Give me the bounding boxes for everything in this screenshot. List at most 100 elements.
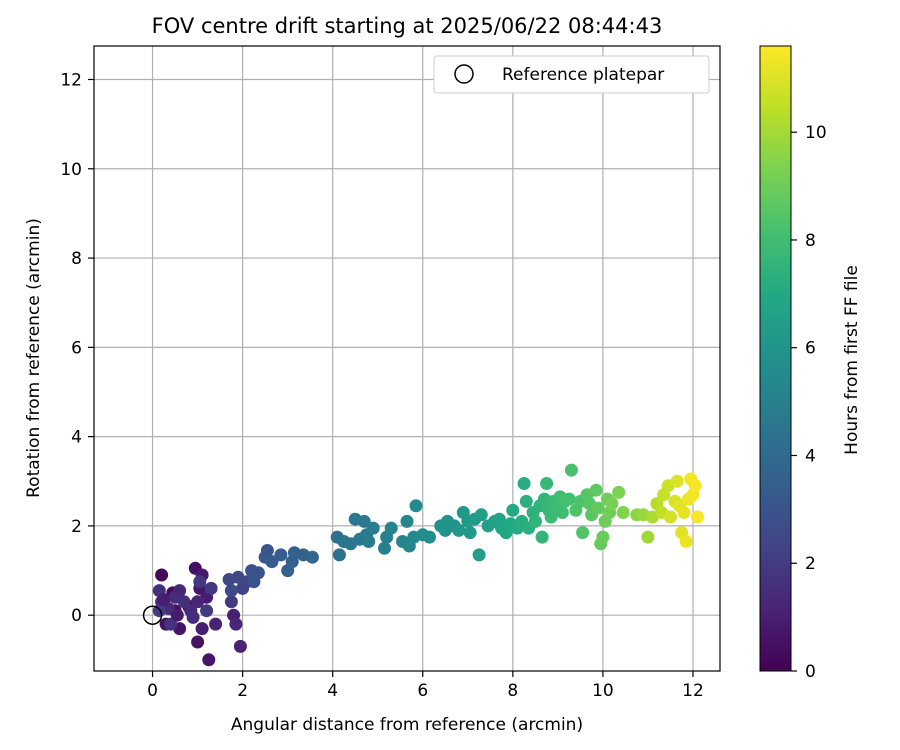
data-point [362, 535, 376, 548]
data-point [564, 463, 578, 477]
data-point [677, 506, 691, 519]
x-tick-label: 4 [327, 681, 338, 701]
data-point [173, 584, 187, 598]
data-point [688, 479, 702, 493]
colorbar-gradient [759, 45, 792, 672]
data-point [400, 514, 414, 528]
colorbar-tick-label: 8 [805, 231, 816, 251]
data-point [209, 617, 223, 631]
y-tick-label: 8 [71, 249, 82, 269]
x-tick-label: 12 [682, 681, 704, 701]
data-point [155, 568, 169, 582]
data-point [195, 622, 209, 636]
data-point [691, 510, 704, 524]
data-point [535, 530, 549, 544]
colorbar-tick-label: 0 [805, 662, 816, 682]
colorbar-tick-label: 10 [805, 123, 827, 143]
data-point [200, 604, 214, 618]
colorbar-tick-label: 4 [805, 446, 816, 466]
data-point [274, 548, 288, 562]
data-point [612, 485, 626, 499]
data-point [463, 526, 477, 540]
legend-box [433, 55, 710, 94]
data-point [170, 608, 184, 622]
data-point [191, 635, 205, 649]
y-tick-label: 4 [71, 428, 82, 448]
y-axis-ticks: 0 2 4 6 8 10 12 [60, 70, 94, 626]
data-point [224, 595, 238, 609]
data-point [506, 503, 520, 517]
data-point [670, 474, 684, 488]
data-point [544, 510, 558, 524]
colorbar-label: Hours from first FF file [842, 265, 862, 455]
data-point [332, 548, 346, 562]
data-point [193, 575, 207, 589]
x-tick-label: 8 [507, 681, 518, 701]
x-tick-label: 10 [592, 681, 614, 701]
x-tick-label: 0 [147, 681, 158, 701]
reference-platepar-marker [142, 605, 163, 625]
data-point [233, 639, 247, 653]
data-point [562, 492, 576, 506]
data-point [679, 535, 693, 548]
data-point [157, 593, 171, 607]
data-point [540, 477, 554, 490]
data-point [378, 541, 391, 555]
colorbar: 0 2 4 6 8 10 Hours from first FF file [759, 45, 862, 682]
data-point [555, 506, 569, 519]
x-tick-label: 6 [417, 681, 428, 701]
data-points [152, 463, 704, 667]
data-point [247, 575, 261, 589]
data-point [224, 584, 238, 598]
data-point [357, 514, 371, 528]
y-tick-label: 6 [71, 338, 82, 358]
data-point [202, 653, 216, 667]
x-axis-ticks: 0 2 4 6 8 10 12 [147, 671, 704, 701]
grid-lines [94, 46, 720, 671]
data-point [384, 521, 398, 535]
data-point [664, 510, 677, 524]
chart-title: FOV centre drift starting at 2025/06/22 … [152, 14, 663, 38]
data-point [519, 494, 533, 508]
data-point [164, 617, 178, 631]
data-point [423, 530, 436, 544]
data-point [229, 617, 243, 631]
data-point [260, 544, 274, 557]
legend-entry-reference: Reference platepar [502, 65, 664, 85]
y-tick-label: 0 [71, 606, 82, 626]
plot-frame [93, 45, 721, 672]
y-tick-label: 10 [60, 160, 82, 180]
x-tick-label: 2 [237, 681, 248, 701]
data-point [591, 501, 605, 515]
y-tick-label: 12 [60, 70, 82, 90]
data-point [616, 506, 630, 519]
legend-marker-icon [454, 64, 474, 84]
legend: Reference platepar [433, 55, 710, 94]
x-axis-label: Angular distance from reference (arcmin) [231, 715, 583, 735]
data-point [452, 523, 466, 537]
data-point [191, 595, 205, 609]
data-point [596, 530, 610, 544]
data-point [366, 521, 380, 535]
colorbar-ticks: 0 2 4 6 8 10 [791, 123, 827, 682]
data-point [186, 610, 200, 624]
data-point [474, 508, 488, 522]
data-point [204, 581, 218, 595]
colorbar-tick-label: 2 [805, 554, 816, 574]
data-point [528, 514, 542, 528]
colorbar-tick-label: 6 [805, 339, 816, 359]
data-point [641, 530, 655, 544]
data-point [605, 497, 619, 511]
data-point [472, 548, 486, 562]
data-point [305, 550, 319, 564]
data-point [517, 477, 531, 490]
data-point [589, 483, 603, 497]
data-point [265, 555, 279, 569]
data-point [576, 526, 590, 540]
reference-point [142, 605, 163, 625]
y-axis-label: Rotation from reference (arcmin) [24, 218, 44, 498]
data-point [409, 499, 423, 513]
data-point [177, 595, 191, 609]
y-tick-label: 2 [71, 517, 82, 537]
